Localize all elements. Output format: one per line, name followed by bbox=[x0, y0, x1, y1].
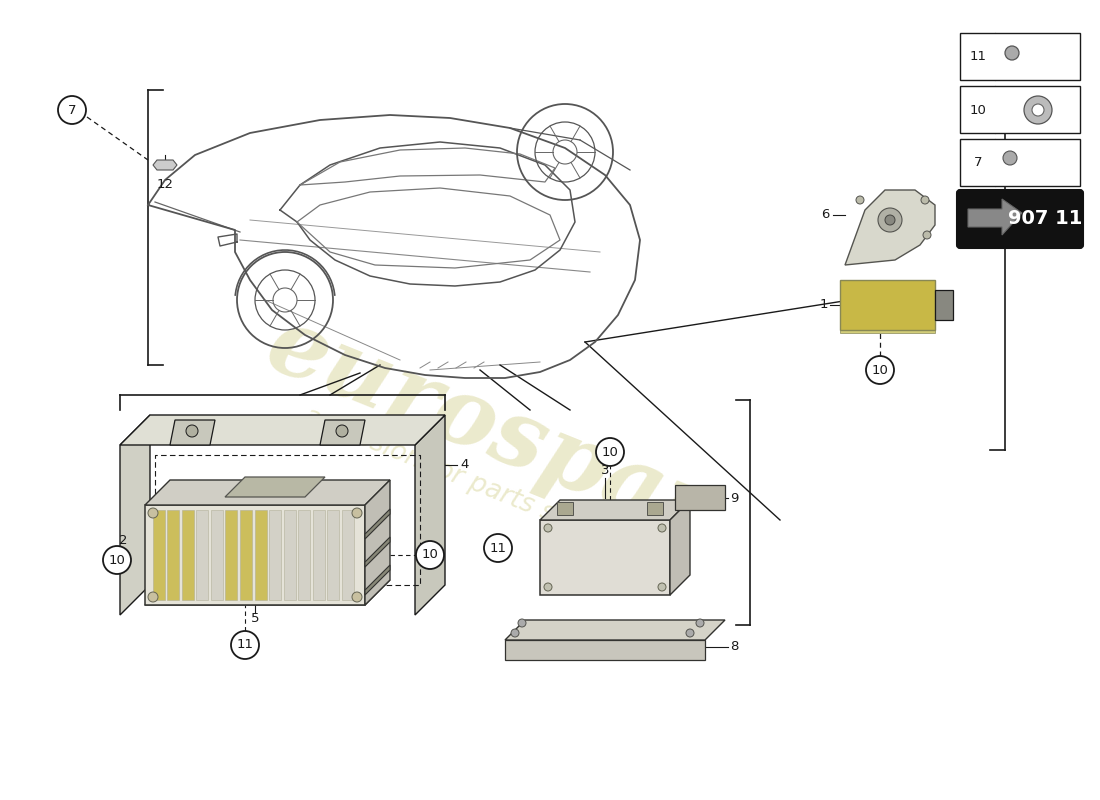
FancyBboxPatch shape bbox=[957, 190, 1084, 248]
Polygon shape bbox=[415, 415, 446, 615]
Bar bbox=[960, 86, 1080, 133]
Polygon shape bbox=[270, 510, 280, 600]
Circle shape bbox=[886, 215, 895, 225]
Text: 4: 4 bbox=[460, 458, 469, 471]
Polygon shape bbox=[670, 500, 690, 595]
Polygon shape bbox=[145, 505, 365, 605]
Circle shape bbox=[1032, 104, 1044, 116]
Circle shape bbox=[596, 438, 624, 466]
Text: 10: 10 bbox=[421, 549, 439, 562]
Polygon shape bbox=[505, 640, 705, 660]
Circle shape bbox=[686, 629, 694, 637]
Polygon shape bbox=[342, 510, 354, 600]
Polygon shape bbox=[153, 160, 177, 170]
Polygon shape bbox=[120, 415, 150, 615]
Text: 7: 7 bbox=[68, 103, 76, 117]
Circle shape bbox=[658, 524, 666, 532]
Polygon shape bbox=[540, 500, 690, 520]
Polygon shape bbox=[255, 510, 267, 600]
Polygon shape bbox=[968, 199, 1022, 235]
Text: 907 11: 907 11 bbox=[1008, 210, 1082, 229]
Circle shape bbox=[696, 619, 704, 627]
Polygon shape bbox=[320, 420, 365, 445]
Text: 9: 9 bbox=[730, 491, 738, 505]
Text: 5: 5 bbox=[251, 613, 260, 626]
Circle shape bbox=[1003, 151, 1018, 165]
Circle shape bbox=[866, 356, 894, 384]
Polygon shape bbox=[935, 290, 953, 320]
Text: 7: 7 bbox=[974, 157, 982, 170]
Circle shape bbox=[512, 629, 519, 637]
Polygon shape bbox=[211, 510, 223, 600]
Polygon shape bbox=[675, 485, 725, 510]
Text: 3: 3 bbox=[601, 463, 609, 477]
Polygon shape bbox=[153, 510, 165, 600]
Text: 10: 10 bbox=[969, 103, 987, 117]
Circle shape bbox=[352, 592, 362, 602]
Polygon shape bbox=[226, 510, 236, 600]
Polygon shape bbox=[298, 510, 310, 600]
Polygon shape bbox=[145, 480, 390, 505]
Circle shape bbox=[336, 425, 348, 437]
Polygon shape bbox=[840, 280, 935, 330]
Circle shape bbox=[231, 631, 258, 659]
Circle shape bbox=[544, 524, 552, 532]
Circle shape bbox=[923, 231, 931, 239]
Text: 8: 8 bbox=[730, 641, 738, 654]
Polygon shape bbox=[327, 510, 339, 600]
Circle shape bbox=[148, 508, 158, 518]
Polygon shape bbox=[182, 510, 194, 600]
Circle shape bbox=[484, 534, 512, 562]
Text: 11: 11 bbox=[236, 638, 253, 651]
Circle shape bbox=[148, 592, 158, 602]
Text: 6: 6 bbox=[822, 209, 830, 222]
Circle shape bbox=[186, 425, 198, 437]
Text: 10: 10 bbox=[602, 446, 618, 458]
Polygon shape bbox=[365, 480, 390, 605]
Polygon shape bbox=[170, 420, 214, 445]
Text: 10: 10 bbox=[109, 554, 125, 566]
Text: eurospar: eurospar bbox=[254, 300, 726, 560]
Circle shape bbox=[921, 196, 929, 204]
Circle shape bbox=[1024, 96, 1052, 124]
Text: 1: 1 bbox=[820, 298, 828, 311]
Text: 2: 2 bbox=[119, 534, 126, 546]
Circle shape bbox=[103, 546, 131, 574]
Text: 12: 12 bbox=[156, 178, 174, 191]
Text: 11: 11 bbox=[969, 50, 987, 63]
Circle shape bbox=[544, 583, 552, 591]
Polygon shape bbox=[120, 415, 446, 445]
Text: a passion for parts since 1985: a passion for parts since 1985 bbox=[300, 403, 680, 577]
Circle shape bbox=[416, 541, 444, 569]
Circle shape bbox=[658, 583, 666, 591]
Bar bbox=[960, 33, 1080, 80]
Polygon shape bbox=[240, 510, 252, 600]
Bar bbox=[960, 139, 1080, 186]
Polygon shape bbox=[167, 510, 179, 600]
Polygon shape bbox=[845, 190, 935, 265]
Polygon shape bbox=[505, 620, 725, 640]
Polygon shape bbox=[314, 510, 324, 600]
Polygon shape bbox=[540, 520, 670, 595]
Polygon shape bbox=[226, 477, 324, 497]
Polygon shape bbox=[365, 565, 390, 595]
Polygon shape bbox=[284, 510, 296, 600]
Circle shape bbox=[58, 96, 86, 124]
Polygon shape bbox=[365, 537, 390, 567]
Circle shape bbox=[878, 208, 902, 232]
Polygon shape bbox=[647, 502, 663, 515]
Circle shape bbox=[352, 508, 362, 518]
Polygon shape bbox=[196, 510, 208, 600]
Polygon shape bbox=[840, 330, 935, 333]
Circle shape bbox=[1005, 46, 1019, 60]
Polygon shape bbox=[365, 509, 390, 539]
Circle shape bbox=[856, 196, 864, 204]
Polygon shape bbox=[557, 502, 573, 515]
Polygon shape bbox=[145, 580, 390, 605]
Text: 10: 10 bbox=[871, 363, 889, 377]
Circle shape bbox=[518, 619, 526, 627]
Text: 11: 11 bbox=[490, 542, 506, 554]
